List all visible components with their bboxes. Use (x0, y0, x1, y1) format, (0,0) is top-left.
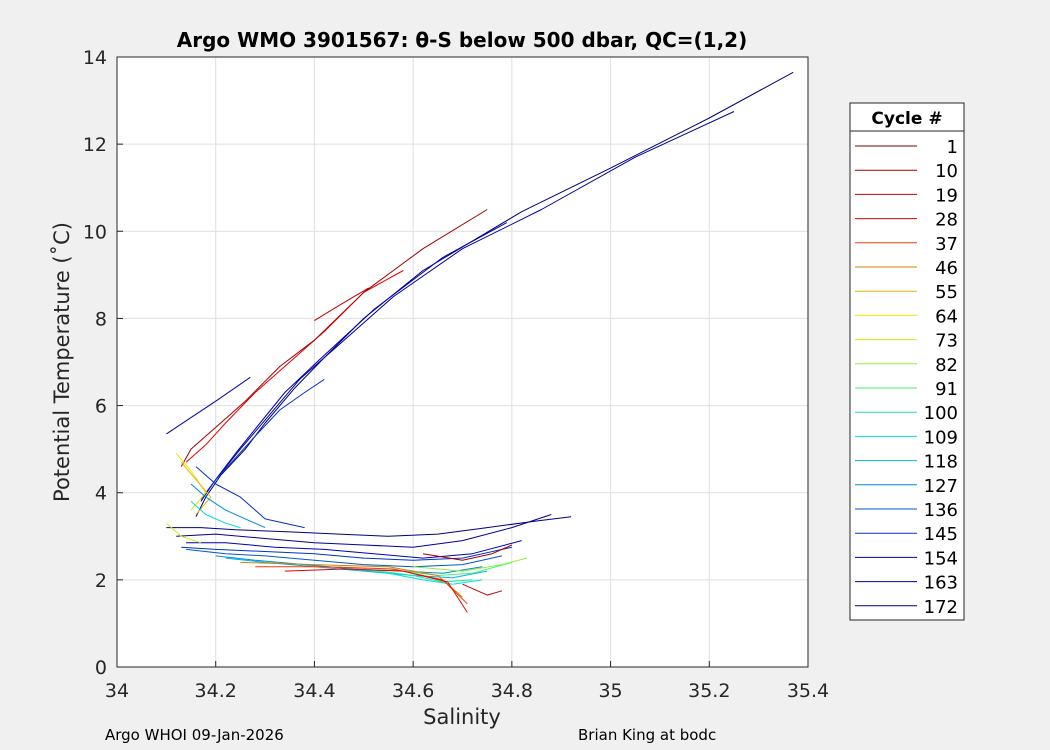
series-line (180, 209, 488, 467)
series-line (422, 544, 513, 561)
legend-item-label: 118 (924, 452, 958, 473)
x-tick-label: 35.4 (787, 680, 829, 702)
data-series (166, 71, 794, 613)
x-tick-label: 34.8 (491, 680, 533, 702)
series-line (388, 561, 513, 576)
x-tick-label: 35.2 (688, 680, 730, 702)
series-line (314, 287, 369, 322)
series-line (200, 111, 735, 502)
series-line (180, 461, 212, 515)
x-tick-label: 34.4 (293, 680, 335, 702)
series-line (166, 516, 572, 537)
legend-item-label: 82 (935, 355, 958, 376)
legend-item-label: 91 (935, 379, 958, 400)
y-tick-label: 4 (95, 483, 107, 505)
series-line (186, 548, 503, 568)
x-axis-label: Salinity (423, 705, 501, 729)
legend-item-label: 64 (935, 306, 958, 327)
legend-item-label: 163 (924, 573, 958, 594)
legend-title: Cycle # (871, 109, 942, 129)
x-tick-label: 34.2 (195, 680, 237, 702)
plot-area (117, 57, 808, 667)
chart-title: Argo WMO 3901567: θ-S below 500 dbar, QC… (177, 28, 747, 52)
legend: Cycle # 1 10 19 28 37 46 55 64 73 82 91 100 109 118 12… (849, 102, 965, 621)
legend-item-label: 172 (924, 597, 958, 618)
legend-item-label: 28 (935, 210, 958, 231)
y-tick-label: 6 (95, 396, 107, 418)
legend-item-label: 154 (924, 548, 958, 569)
y-tick-label: 10 (83, 221, 107, 243)
series-line (190, 501, 241, 529)
footer-left-credit: Argo WHOI 09-Jan-2026 (105, 726, 284, 744)
legend-item-label: 37 (935, 234, 958, 255)
legend-item-label: 73 (935, 331, 958, 352)
plot-frame (116, 56, 809, 668)
series-line (413, 557, 527, 572)
y-tick-label: 8 (95, 308, 107, 330)
legend-item-label: 1 (947, 137, 958, 158)
y-tick-label: 2 (95, 570, 107, 592)
series-line (166, 522, 202, 544)
series-line (190, 483, 266, 529)
x-tick-label: 35 (598, 680, 622, 702)
legend-item-label: 10 (935, 161, 958, 182)
y-tick-label: 12 (83, 134, 107, 156)
x-tick-label: 34 (105, 680, 129, 702)
footer-right-credit: Brian King at bodc (578, 726, 717, 744)
series-line (215, 222, 508, 480)
series-line (200, 378, 325, 500)
legend-item-label: 46 (935, 258, 958, 279)
series-line (225, 557, 488, 579)
legend-box (849, 102, 965, 621)
series-line (166, 376, 251, 435)
legend-item-label: 100 (924, 403, 958, 424)
y-tick-label: 14 (83, 47, 107, 69)
legend-item-label: 55 (935, 282, 958, 303)
y-axis-label: Potential Temperature (˚C) (50, 222, 74, 502)
x-tick-label: 34.6 (392, 680, 434, 702)
series-line (462, 583, 503, 596)
legend-item-label: 136 (924, 500, 958, 521)
legend-item-label: 145 (924, 524, 958, 545)
series-line (284, 568, 468, 613)
legend-item-label: 127 (924, 476, 958, 497)
legend-item-label: 19 (935, 185, 958, 206)
axis-ticks: 34 34.2 34.4 34.6 34.8 35 35.2 35.4 0 2 4 6 8 10 12 14 (83, 47, 829, 702)
series-line (176, 514, 552, 548)
series-line (186, 540, 522, 559)
series-line (195, 466, 305, 529)
y-tick-label: 0 (95, 657, 107, 679)
series-line (339, 566, 483, 585)
series-line (363, 568, 473, 583)
legend-item-label: 109 (924, 427, 958, 448)
